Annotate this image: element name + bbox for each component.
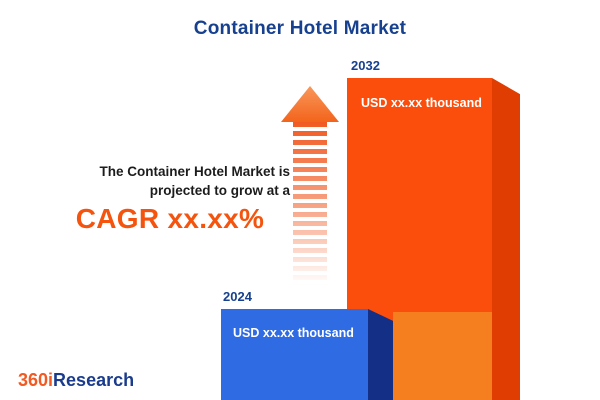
- logo: 360iResearch: [18, 370, 134, 391]
- bar-2024-year-label: 2024: [223, 289, 252, 304]
- growth-arrow-shaft: [293, 122, 327, 292]
- cagr-text: CAGR xx.xx%: [75, 203, 265, 234]
- growth-arrow-head-icon: [281, 86, 339, 122]
- bar-2032-value-label: USD xx.xx thousand: [361, 96, 482, 110]
- bar-2024-value-label: USD xx.xx thousand: [233, 326, 354, 340]
- bar-2032-year-label: 2032: [351, 58, 380, 73]
- bar-2024-front: [221, 309, 368, 400]
- bar-2032-lower-shade: [393, 312, 492, 400]
- logo-360i: 360i: [18, 370, 54, 390]
- description-text: The Container Hotel Market is projected …: [50, 163, 290, 201]
- description-line2: projected to grow at a: [149, 182, 290, 198]
- logo-research: Research: [53, 370, 135, 390]
- description-line1: The Container Hotel Market is: [99, 164, 290, 179]
- bar-2024-side: [368, 309, 393, 400]
- page-title: Container Hotel Market: [193, 18, 407, 39]
- bar-2032-side: [492, 78, 520, 400]
